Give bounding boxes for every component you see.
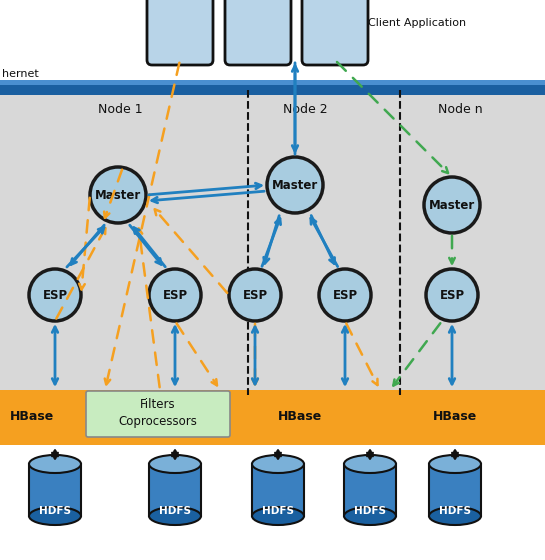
Text: ESP: ESP <box>162 288 187 301</box>
Text: Master: Master <box>429 198 475 212</box>
Text: Client Application: Client Application <box>368 18 466 28</box>
Circle shape <box>149 269 201 321</box>
Circle shape <box>424 177 480 233</box>
Text: HBase: HBase <box>278 410 322 423</box>
Ellipse shape <box>252 507 304 525</box>
Bar <box>0 390 545 445</box>
Text: HDFS: HDFS <box>262 506 294 516</box>
Bar <box>29 464 81 516</box>
Text: Node n: Node n <box>438 103 482 116</box>
Text: Master: Master <box>272 179 318 192</box>
Text: HBase: HBase <box>433 410 477 423</box>
Bar <box>0 0 545 90</box>
Text: HBase: HBase <box>10 410 54 423</box>
Circle shape <box>90 167 146 223</box>
Text: HDFS: HDFS <box>439 506 471 516</box>
Text: Node 1: Node 1 <box>98 103 142 116</box>
FancyBboxPatch shape <box>147 0 213 65</box>
Circle shape <box>426 269 478 321</box>
FancyBboxPatch shape <box>302 0 368 65</box>
Text: ESP: ESP <box>43 288 68 301</box>
Circle shape <box>319 269 371 321</box>
Text: ESP: ESP <box>439 288 464 301</box>
FancyBboxPatch shape <box>225 0 291 65</box>
Bar <box>252 464 304 516</box>
Text: HDFS: HDFS <box>159 506 191 516</box>
Text: hernet: hernet <box>2 69 39 79</box>
Text: HDFS: HDFS <box>39 506 71 516</box>
Ellipse shape <box>344 507 396 525</box>
Text: ESP: ESP <box>243 288 268 301</box>
Bar <box>0 445 545 560</box>
Ellipse shape <box>252 455 304 473</box>
Bar <box>0 83 545 95</box>
FancyBboxPatch shape <box>86 391 230 437</box>
Ellipse shape <box>29 507 81 525</box>
Ellipse shape <box>149 455 201 473</box>
Bar <box>429 464 481 516</box>
Text: Filters: Filters <box>140 399 176 412</box>
Text: HDFS: HDFS <box>354 506 386 516</box>
Text: Coprocessors: Coprocessors <box>119 416 197 428</box>
Ellipse shape <box>429 455 481 473</box>
Ellipse shape <box>29 455 81 473</box>
Text: Node 2: Node 2 <box>283 103 328 116</box>
Ellipse shape <box>429 507 481 525</box>
Circle shape <box>267 157 323 213</box>
Bar <box>0 80 545 85</box>
Bar <box>149 464 201 516</box>
Bar <box>0 90 545 390</box>
Circle shape <box>29 269 81 321</box>
Text: Master: Master <box>95 189 141 202</box>
Bar <box>344 464 396 516</box>
Ellipse shape <box>149 507 201 525</box>
Ellipse shape <box>344 455 396 473</box>
Text: ESP: ESP <box>332 288 358 301</box>
Circle shape <box>229 269 281 321</box>
